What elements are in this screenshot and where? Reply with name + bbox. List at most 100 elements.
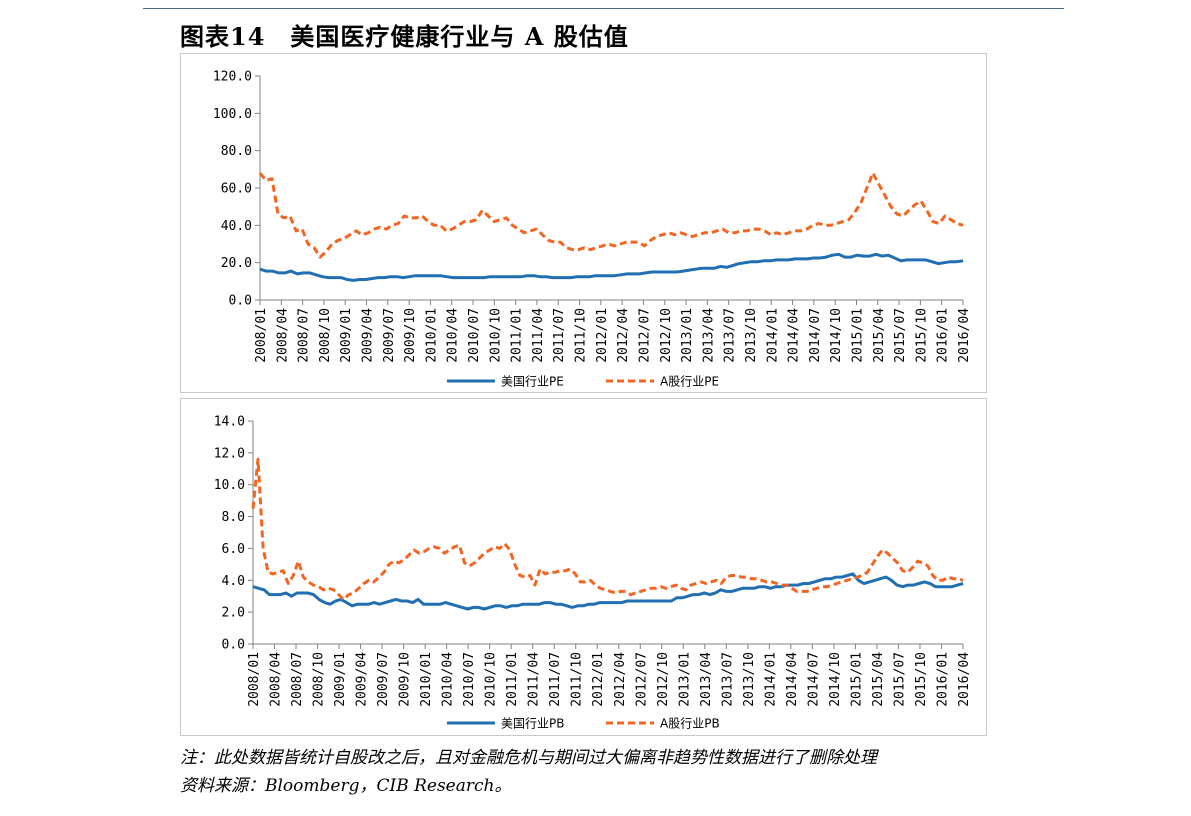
y-tick-label: 60.0 — [221, 182, 252, 197]
x-tick-label: 2009/10 — [403, 308, 418, 363]
x-tick-label: 2009/04 — [361, 308, 376, 363]
legend-label: 美国行业PB — [501, 717, 564, 731]
x-tick-label: 2015/04 — [871, 652, 886, 707]
x-tick-label: 2011/04 — [527, 652, 542, 707]
y-tick-label: 10.0 — [214, 478, 245, 493]
x-tick-label: 2011/01 — [505, 652, 520, 707]
pe-chart: 0.0 20.0 40.0 60.0 80.0 100.0 120.0 2008/01 2008… — [213, 70, 972, 389]
x-tick-label: 2015/04 — [872, 308, 887, 363]
x-tick-label: 2009/07 — [382, 308, 397, 363]
x-tick-label: 2014/10 — [829, 308, 844, 363]
x-tick-label: 2009/10 — [398, 652, 413, 707]
x-tick-label: 2009/07 — [376, 652, 391, 707]
y-tick-label: 12.0 — [214, 446, 245, 461]
x-tick-label: 2013/04 — [699, 652, 714, 707]
x-tick-label: 2008/01 — [254, 308, 269, 363]
note-line-2: 资料来源：Bloomberg，CIB Research。 — [180, 776, 512, 796]
legend: 美国行业PE A股行业PE — [447, 375, 719, 389]
figure-title: 图表14 美国医疗健康行业与 A 股估值 — [180, 22, 629, 51]
y-tick-label: 80.0 — [221, 144, 252, 159]
y-tick-label: 6.0 — [222, 542, 245, 557]
x-tick-label: 2015/01 — [850, 308, 865, 363]
y-tick-label: 14.0 — [214, 415, 245, 430]
x-tick-label: 2013/10 — [744, 308, 759, 363]
x-tick-label: 2015/07 — [893, 308, 908, 363]
x-tick-label: 2010/01 — [419, 652, 434, 707]
us-series-line — [259, 252, 964, 282]
x-tick-label: 2009/01 — [333, 652, 348, 707]
x-tick-label: 2008/10 — [318, 308, 333, 363]
x-tick-label: 2010/07 — [467, 308, 482, 363]
pb-chart-panel: 0.0 2.0 4.0 6.0 8.0 10.0 12.0 14.0 2008/01 2008/0… — [180, 398, 987, 736]
x-tick-label: 2010/10 — [488, 308, 503, 363]
x-tick-label: 2008/07 — [297, 308, 312, 363]
y-tick-label: 0.0 — [229, 294, 252, 309]
x-tick-label: 2014/07 — [808, 308, 823, 363]
x-tick-label: 2012/01 — [595, 308, 610, 363]
x-tick-label: 2014/07 — [806, 652, 821, 707]
us-series-line — [252, 572, 964, 611]
x-tick-label: 2008/10 — [312, 652, 327, 707]
x-tick-label: 2011/10 — [574, 308, 589, 363]
x-tick-label: 2012/07 — [634, 652, 649, 707]
y-tick-label: 0.0 — [222, 638, 245, 653]
x-tick-label: 2012/10 — [656, 652, 671, 707]
legend-label: 美国行业PE — [501, 375, 564, 389]
x-tick-label: 2012/04 — [616, 308, 631, 363]
x-tick-label: 2014/01 — [765, 308, 780, 363]
x-tick-label: 2011/01 — [510, 308, 525, 363]
x-tick-label: 2014/01 — [763, 652, 778, 707]
figure-note: 注：此处数据皆统计自股改之后，且对金融危机与期间过大偏离非趋势性数据进行了删除处… — [180, 744, 1060, 800]
x-tick-label: 2012/04 — [613, 652, 628, 707]
y-tick-label: 40.0 — [221, 219, 252, 234]
x-tick-label: 2016/01 — [936, 308, 951, 363]
y-tick-label: 2.0 — [222, 606, 245, 621]
legend-label: A股行业PB — [660, 717, 720, 731]
legend-label: A股行业PE — [660, 375, 719, 389]
y-tick-label: 20.0 — [221, 256, 252, 271]
cn-series-line — [258, 171, 964, 259]
x-tick-label: 2013/10 — [742, 652, 757, 707]
x-tick-label: 2011/10 — [570, 652, 585, 707]
x-tick-label: 2010/07 — [462, 652, 477, 707]
y-tick-label: 120.0 — [213, 70, 252, 85]
x-tick-label: 2012/01 — [591, 652, 606, 707]
x-tick-label: 2010/04 — [446, 308, 461, 363]
x-tick-label: 2014/10 — [828, 652, 843, 707]
x-tick-label: 2013/04 — [701, 308, 716, 363]
x-tick-label: 2013/07 — [723, 308, 738, 363]
y-tick-label: 8.0 — [222, 510, 245, 525]
x-tick-label: 2011/07 — [548, 652, 563, 707]
x-tick-label: 2015/01 — [849, 652, 864, 707]
x-tick-label: 2009/01 — [339, 308, 354, 363]
x-tick-label: 2009/04 — [355, 652, 370, 707]
x-tick-label: 2013/01 — [677, 652, 692, 707]
x-tick-label: 2016/01 — [935, 652, 950, 707]
x-tick-label: 2015/07 — [892, 652, 907, 707]
x-tick-label: 2016/04 — [957, 652, 972, 707]
y-tick-label: 4.0 — [222, 574, 245, 589]
legend: 美国行业PB A股行业PB — [447, 717, 720, 731]
note-line-1: 注：此处数据皆统计自股改之后，且对金融危机与期间过大偏离非趋势性数据进行了删除处… — [180, 748, 877, 768]
x-tick-label: 2011/04 — [531, 308, 546, 363]
pe-chart-panel: 0.0 20.0 40.0 60.0 80.0 100.0 120.0 2008/01 2008… — [180, 53, 987, 393]
x-tick-label: 2014/04 — [785, 652, 800, 707]
x-tick-label: 2008/04 — [269, 652, 284, 707]
cn-series-line — [251, 457, 964, 601]
y-tick-label: 100.0 — [213, 107, 252, 122]
x-tick-label: 2015/10 — [914, 308, 929, 363]
x-tick-label: 2010/04 — [441, 652, 456, 707]
x-tick-label: 2008/07 — [290, 652, 305, 707]
x-tick-label: 2014/04 — [787, 308, 802, 363]
x-tick-label: 2012/10 — [659, 308, 674, 363]
x-tick-label: 2015/10 — [914, 652, 929, 707]
x-tick-label: 2011/07 — [552, 308, 567, 363]
x-tick-label: 2013/07 — [720, 652, 735, 707]
x-tick-label: 2008/01 — [247, 652, 262, 707]
x-tick-label: 2010/01 — [424, 308, 439, 363]
pb-chart: 0.0 2.0 4.0 6.0 8.0 10.0 12.0 14.0 2008/01 2008/0… — [214, 415, 972, 731]
x-tick-label: 2013/01 — [680, 308, 695, 363]
x-tick-label: 2010/10 — [484, 652, 499, 707]
x-tick-label: 2008/04 — [275, 308, 290, 363]
x-tick-label: 2012/07 — [637, 308, 652, 363]
